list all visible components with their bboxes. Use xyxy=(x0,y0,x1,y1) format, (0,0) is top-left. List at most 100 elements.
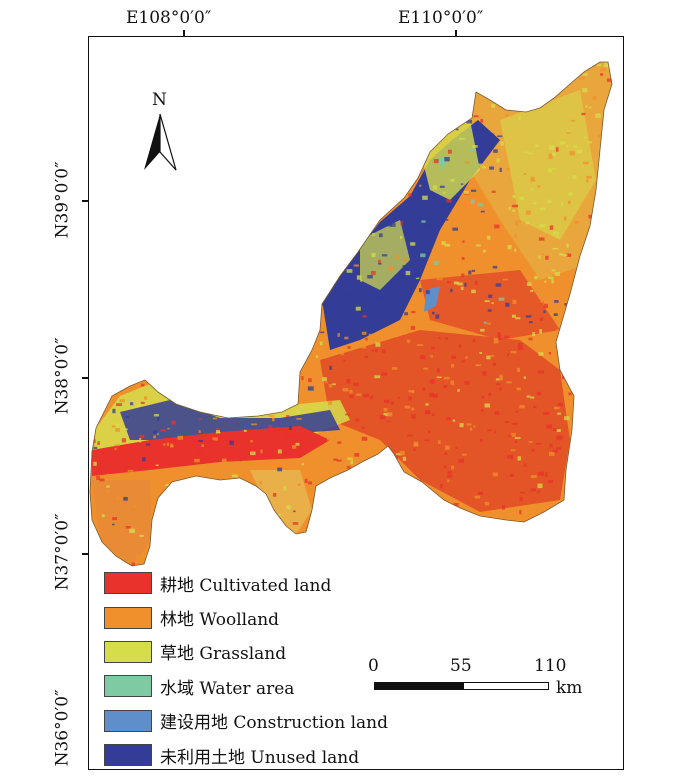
land-use-pixel xyxy=(381,482,386,487)
land-use-pixel xyxy=(410,232,413,237)
scale-tick-0: 0 xyxy=(368,656,379,676)
land-use-pixel xyxy=(95,98,100,103)
land-use-pixel xyxy=(107,134,112,138)
land-use-pixel xyxy=(511,422,518,425)
land-use-pixel xyxy=(417,344,423,346)
land-use-pixel xyxy=(112,105,117,109)
land-use-pixel xyxy=(556,235,560,238)
land-use-pixel xyxy=(551,269,556,272)
land-use-pixel xyxy=(523,86,526,90)
land-use-pixel xyxy=(538,255,541,259)
land-use-pixel xyxy=(145,363,148,366)
land-use-pixel xyxy=(425,518,428,521)
land-use-pixel xyxy=(394,74,401,78)
land-use-pixel xyxy=(104,120,108,124)
land-use-pixel xyxy=(124,65,127,68)
land-use-pixel xyxy=(543,411,550,416)
land-use-pixel xyxy=(410,120,415,123)
land-use-pixel xyxy=(295,442,300,446)
land-use-pixel xyxy=(506,168,510,171)
land-use-pixel xyxy=(277,144,283,148)
land-use-pixel xyxy=(425,90,431,95)
land-use-pixel xyxy=(238,389,242,395)
land-use-pixel xyxy=(574,220,580,224)
land-use-pixel xyxy=(530,475,537,479)
land-use-pixel xyxy=(90,439,96,444)
land-use-pixel xyxy=(288,550,294,555)
land-use-pixel xyxy=(210,175,217,179)
land-use-pixel xyxy=(208,457,211,462)
land-use-pixel xyxy=(515,317,521,320)
land-use-pixel xyxy=(398,275,404,279)
land-use-pixel xyxy=(451,363,455,368)
land-use-pixel xyxy=(609,419,612,424)
land-use-pixel xyxy=(411,414,416,419)
land-use-pixel xyxy=(308,481,313,485)
land-use-pixel xyxy=(187,155,193,159)
land-use-pixel xyxy=(181,221,185,225)
land-use-pixel xyxy=(555,147,559,152)
land-use-pixel xyxy=(258,295,263,299)
land-use-pixel xyxy=(370,271,376,275)
land-use-pixel xyxy=(200,159,205,163)
land-use-pixel xyxy=(457,282,463,286)
land-use-pixel xyxy=(517,367,521,372)
land-use-pixel xyxy=(480,328,485,332)
land-use-pixel xyxy=(205,338,211,342)
land-use-pixel xyxy=(594,531,600,536)
land-use-pixel xyxy=(353,154,358,157)
land-use-pixel xyxy=(514,248,517,252)
land-use-pixel xyxy=(472,145,478,148)
land-use-pixel xyxy=(611,344,612,349)
land-use-pixel xyxy=(379,233,383,238)
land-use-pixel xyxy=(365,337,368,341)
land-use-pixel xyxy=(114,349,118,353)
land-use-pixel xyxy=(403,533,409,537)
land-use-pixel xyxy=(530,396,535,399)
land-use-pixel xyxy=(360,279,363,282)
land-use-pixel xyxy=(492,265,498,269)
scale-bar: 0 55 110 km xyxy=(368,656,592,700)
land-use-pixel xyxy=(106,75,110,80)
land-use-pixel xyxy=(186,488,191,492)
land-use-pixel xyxy=(270,355,277,359)
land-use-pixel xyxy=(560,202,564,207)
land-use-pixel xyxy=(221,64,226,67)
land-use-pixel xyxy=(353,264,359,267)
land-use-pixel xyxy=(255,89,259,94)
land-use-pixel xyxy=(277,467,283,472)
land-use-pixel xyxy=(480,514,485,518)
land-use-pixel xyxy=(288,135,292,139)
land-use-pixel xyxy=(101,333,107,336)
land-use-pixel xyxy=(218,260,225,265)
land-use-pixel xyxy=(123,496,128,501)
land-use-pixel xyxy=(127,68,131,72)
land-use-pixel xyxy=(395,254,399,260)
land-use-pixel xyxy=(211,358,216,362)
land-use-pixel xyxy=(286,193,290,196)
land-use-pixel xyxy=(183,265,187,269)
land-use-pixel xyxy=(562,254,568,257)
land-use-pixel xyxy=(480,409,484,412)
land-use-pixel xyxy=(516,89,519,93)
land-use-pixel xyxy=(120,182,126,186)
land-use-pixel xyxy=(421,123,427,126)
land-use-pixel xyxy=(219,111,225,115)
land-use-pixel xyxy=(160,215,165,219)
land-use-pixel xyxy=(98,401,103,406)
land-use-pixel xyxy=(184,537,187,541)
land-use-pixel xyxy=(252,373,258,377)
land-use-pixel xyxy=(98,191,102,194)
land-use-pixel xyxy=(185,98,192,102)
land-use-pixel xyxy=(462,453,467,456)
land-use-pixel xyxy=(597,340,603,345)
land-use-pixel xyxy=(301,376,304,381)
land-use-pixel xyxy=(198,221,204,225)
land-use-pixel xyxy=(556,435,563,441)
land-use-pixel xyxy=(530,188,534,191)
land-use-pixel xyxy=(573,338,579,343)
land-use-pixel xyxy=(273,176,278,179)
land-use-pixel xyxy=(496,553,501,558)
land-use-pixel xyxy=(363,393,370,398)
land-use-pixel xyxy=(438,528,442,533)
